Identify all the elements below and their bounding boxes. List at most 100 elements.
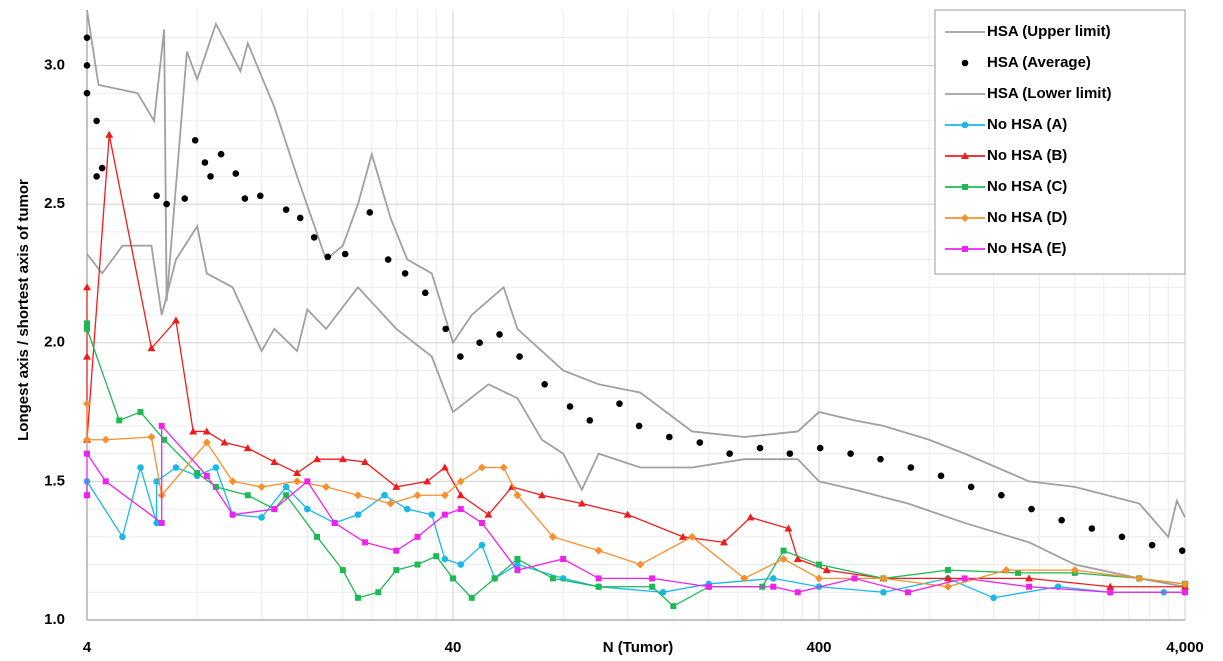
marker [456, 491, 465, 499]
marker [83, 352, 91, 360]
marker [324, 253, 332, 261]
marker [392, 482, 401, 490]
marker [696, 439, 704, 446]
legend-label: HSA (Lower limit) [987, 85, 1111, 102]
legend-label: No HSA (E) [987, 240, 1066, 257]
marker [478, 519, 485, 526]
marker [153, 478, 160, 485]
marker [202, 427, 211, 435]
marker [361, 457, 370, 465]
marker [1026, 583, 1033, 590]
marker [310, 234, 318, 241]
marker [740, 574, 749, 583]
marker [158, 519, 165, 526]
marker [258, 514, 265, 521]
marker [105, 130, 114, 138]
marker [375, 589, 382, 596]
marker [202, 438, 211, 447]
marker [719, 538, 728, 546]
marker [577, 499, 586, 507]
marker [670, 603, 677, 610]
marker [101, 435, 110, 444]
marker [756, 444, 764, 452]
marker [161, 436, 168, 443]
legend-box [934, 9, 1186, 275]
marker [414, 561, 421, 568]
marker [943, 582, 952, 591]
marker [293, 469, 302, 477]
marker [491, 575, 498, 582]
marker [137, 409, 144, 416]
marker [623, 510, 632, 518]
marker [594, 546, 603, 555]
marker [393, 547, 400, 554]
marker [649, 583, 656, 590]
marker [937, 472, 945, 480]
x-tick-label: 4,000 [1166, 639, 1204, 656]
marker [548, 532, 557, 541]
marker [153, 519, 160, 527]
marker [478, 541, 486, 549]
marker [666, 433, 673, 441]
marker [1182, 589, 1188, 596]
marker [904, 589, 911, 596]
marker [961, 575, 968, 582]
marker [457, 561, 465, 568]
marker [616, 400, 623, 408]
marker [595, 575, 602, 582]
marker [282, 206, 290, 213]
marker [779, 555, 788, 563]
x-axis-label: N (Tumor) [603, 639, 674, 656]
marker [851, 575, 858, 582]
legend-marker [962, 246, 968, 252]
legend-marker [962, 184, 968, 190]
marker [84, 320, 90, 327]
marker [93, 117, 100, 125]
marker [119, 533, 126, 541]
marker [147, 344, 156, 352]
marker [172, 464, 180, 471]
series-line [86, 9, 1186, 539]
marker [1148, 541, 1156, 549]
marker [786, 450, 794, 457]
marker [441, 555, 449, 563]
marker [207, 173, 214, 180]
marker [413, 491, 422, 500]
marker [566, 403, 574, 410]
marker [322, 482, 331, 491]
marker [688, 532, 697, 541]
marker [228, 477, 237, 486]
marker [270, 457, 279, 465]
marker [153, 192, 160, 200]
marker [649, 575, 656, 582]
marker [635, 422, 643, 430]
marker [312, 455, 321, 463]
legend-marker [961, 214, 969, 222]
marker [1015, 569, 1022, 576]
marker [549, 575, 556, 582]
marker [241, 195, 249, 202]
marker [84, 492, 90, 499]
marker [457, 353, 464, 360]
legend-marker [961, 59, 969, 67]
legend-label: No HSA (B) [987, 147, 1067, 164]
marker [442, 325, 449, 333]
legend-label: HSA (Average) [987, 54, 1091, 71]
marker [441, 511, 448, 518]
marker [726, 450, 733, 457]
marker [401, 270, 409, 277]
y-tick-label: 2.5 [44, 195, 65, 212]
marker [1002, 566, 1011, 575]
marker [403, 505, 411, 513]
marker [450, 575, 456, 582]
marker [147, 433, 156, 441]
marker [362, 539, 369, 546]
marker [304, 478, 311, 485]
marker [283, 492, 290, 499]
marker [1107, 589, 1114, 596]
marker [353, 491, 362, 500]
marker [243, 444, 252, 452]
marker [990, 594, 997, 602]
marker [423, 477, 432, 485]
marker [158, 422, 165, 429]
